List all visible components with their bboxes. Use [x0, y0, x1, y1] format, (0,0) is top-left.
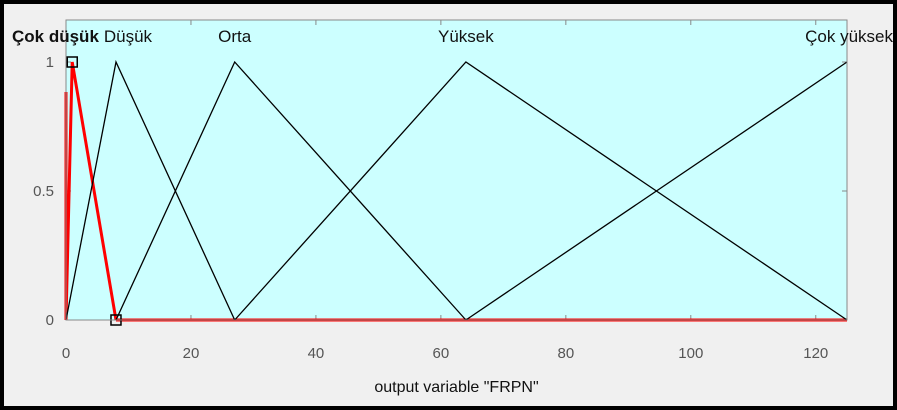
series-line-0[interactable]: [64, 61, 118, 321]
x-tick-label: 100: [678, 345, 703, 362]
series-label-3: Yüksek: [438, 27, 494, 46]
axis-ticks: 0 20 40 60 80 100 120 0 0.5 1: [33, 20, 847, 362]
x-tick-label: 0: [62, 345, 70, 362]
x-tick-label: 80: [557, 345, 574, 362]
series-label-4: Çok yüksek: [805, 27, 893, 46]
y-tick-label: 1: [46, 54, 54, 71]
peak-handle[interactable]: [66, 56, 78, 68]
series-label-1: Düşük: [104, 27, 153, 46]
y-tick-label: 0.5: [33, 183, 54, 200]
x-tick-label: 60: [433, 345, 450, 362]
y-tick-label: 0: [46, 312, 54, 329]
series-line-1[interactable]: [65, 59, 236, 321]
series-line-2[interactable]: [115, 60, 467, 321]
x-axis-label: output variable "FRPN": [374, 379, 538, 396]
x-tick-label: 120: [803, 345, 828, 362]
x-tick-label: 20: [183, 345, 200, 362]
mf-labels: Çok düşük Düşük Orta Yüksek Çok yüksek: [12, 27, 893, 46]
plot-area: [66, 20, 847, 320]
series-label-0: Çok düşük: [12, 27, 99, 46]
x-tick-label: 40: [308, 345, 325, 362]
series-label-2: Orta: [218, 27, 252, 46]
series-line-4[interactable]: [465, 61, 848, 321]
plot-border: [65, 19, 848, 321]
series-line-3[interactable]: [234, 61, 848, 321]
